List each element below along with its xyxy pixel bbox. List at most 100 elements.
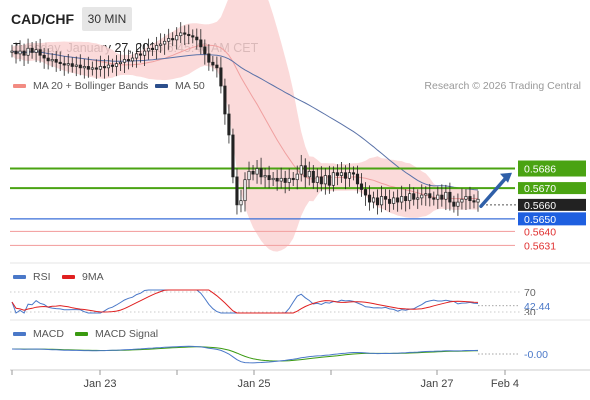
- candle-body: [219, 67, 223, 87]
- macd-label: MACD: [33, 328, 64, 340]
- candle-body: [388, 198, 392, 204]
- candle-body: [331, 172, 335, 186]
- candle-body: [94, 67, 98, 70]
- resistance-label-2-bg: [518, 182, 586, 195]
- x-tick-label-1: Jan 25: [237, 378, 270, 390]
- candle-body: [371, 197, 376, 203]
- ma20-swatch: [13, 84, 26, 88]
- last-price-label: 0.5660: [524, 200, 556, 212]
- candle-body: [327, 175, 331, 186]
- candle-body: [420, 194, 424, 199]
- candle-body: [151, 47, 155, 51]
- candle-body: [26, 47, 30, 56]
- credit-text: Research © 2026 Trading Central: [424, 80, 581, 92]
- candle-body: [70, 63, 74, 67]
- bollinger-band-fill: [12, 0, 478, 252]
- candle-body: [347, 172, 352, 179]
- candle-body: [183, 32, 187, 35]
- candle-body: [380, 196, 384, 206]
- timeframe-button[interactable]: 30 MIN: [82, 7, 132, 31]
- macd-swatch: [13, 332, 26, 336]
- forecast-arrow-shaft: [479, 174, 509, 209]
- candle-body: [267, 175, 271, 181]
- rsi-swatch: [13, 275, 26, 279]
- candle-body: [448, 191, 452, 203]
- candle-body: [195, 36, 199, 41]
- candle-body: [247, 170, 251, 181]
- 9ma-label: 9MA: [82, 271, 104, 283]
- macd-signal-swatch: [75, 332, 88, 336]
- candle-body: [98, 66, 102, 70]
- candle-body: [10, 50, 14, 53]
- candle-body: [424, 193, 428, 196]
- candle-body: [42, 54, 46, 59]
- macd-signal-label: MACD Signal: [95, 328, 159, 340]
- pivot-label-bg: [518, 212, 586, 226]
- rsi-tick-30: 30: [524, 307, 536, 319]
- symbol-title: CAD/CHF: [11, 11, 74, 27]
- candle-body: [215, 64, 219, 69]
- candle-body: [355, 173, 360, 185]
- rsi-value-label: 42.44: [524, 301, 550, 313]
- candle-body: [351, 172, 356, 175]
- candle-body: [126, 59, 131, 62]
- legend-item-9ma: 9MA: [62, 271, 104, 283]
- last-price-label-bg: [518, 198, 586, 211]
- candle-body: [283, 177, 287, 183]
- candle-body: [259, 168, 263, 178]
- candle-body: [122, 59, 127, 63]
- candle-body: [223, 85, 227, 115]
- candle-body: [428, 193, 432, 199]
- candle-body: [363, 189, 368, 196]
- candle-body: [432, 197, 436, 200]
- ma50-swatch: [155, 84, 168, 88]
- candle-body: [179, 32, 183, 37]
- candle-body: [359, 183, 364, 190]
- resistance-label-1: 0.5686: [524, 164, 556, 176]
- candle-body: [235, 176, 239, 206]
- candle-body: [311, 170, 315, 183]
- candle-body: [239, 200, 243, 206]
- candle-body: [263, 175, 267, 178]
- candle-body: [143, 50, 147, 56]
- candle-body: [392, 197, 396, 204]
- 9ma-swatch: [62, 275, 75, 279]
- ma20-label: MA 20 + Bollinger Bands: [33, 80, 149, 92]
- candle-body: [404, 196, 408, 202]
- candle-body: [343, 172, 347, 179]
- x-tick-label-0: Jan 23: [83, 378, 116, 390]
- candle-body: [62, 63, 66, 66]
- candle-body: [231, 134, 235, 178]
- candle-body: [155, 45, 159, 51]
- candle-body: [211, 61, 215, 66]
- candle-body: [279, 177, 283, 182]
- candle-body: [275, 177, 279, 182]
- x-tick-label-2: Jan 27: [420, 378, 453, 390]
- candle-body: [367, 194, 372, 203]
- candle-body: [315, 176, 319, 183]
- candle-body: [82, 66, 86, 69]
- support-label-1: 0.5640: [524, 226, 556, 238]
- candle-body: [138, 53, 143, 56]
- candle-body: [412, 193, 416, 200]
- candle-body: [203, 46, 207, 55]
- rsi-9ma-line: [11, 289, 479, 314]
- macd-value-label: -0.00: [524, 349, 548, 361]
- candle-body: [271, 177, 275, 181]
- x-tick-label-3: Feb 4: [491, 378, 519, 390]
- resistance-label-1-bg: [518, 160, 586, 177]
- candle-body: [476, 198, 480, 203]
- candle-body: [118, 61, 123, 64]
- legend-item-macd-signal: MACD Signal: [75, 328, 158, 340]
- candle-body: [460, 198, 464, 203]
- candle-body: [339, 172, 343, 176]
- candle-body: [335, 172, 339, 176]
- candle-body: [58, 61, 62, 64]
- candle-body: [187, 33, 191, 37]
- candle-body: [291, 177, 295, 181]
- legend-item-macd: MACD: [13, 328, 64, 340]
- candle-body: [384, 196, 388, 200]
- candle-body: [46, 57, 50, 62]
- candle-body: [54, 59, 58, 63]
- candle-body: [50, 59, 54, 62]
